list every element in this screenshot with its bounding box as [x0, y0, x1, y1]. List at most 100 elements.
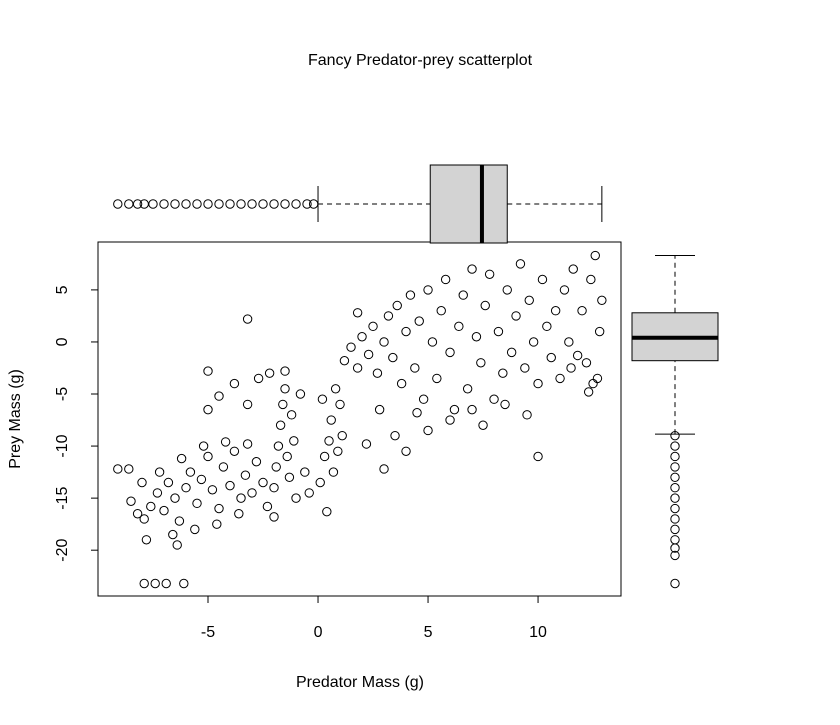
point [462, 384, 473, 394]
point [181, 483, 191, 493]
point [161, 578, 171, 589]
point [253, 373, 264, 384]
point [326, 415, 336, 425]
point [242, 314, 253, 324]
point [333, 446, 343, 456]
point [163, 477, 174, 488]
point [322, 506, 332, 517]
point [577, 306, 587, 316]
point [124, 464, 134, 474]
point [234, 509, 244, 519]
point [324, 436, 334, 446]
point [300, 467, 310, 477]
outlier [670, 483, 680, 493]
point [581, 358, 592, 368]
point [379, 464, 389, 474]
point [295, 389, 306, 399]
point [198, 441, 209, 451]
point [203, 366, 213, 376]
outlier [670, 472, 680, 483]
point [388, 352, 398, 363]
point [352, 363, 363, 373]
point [229, 378, 240, 389]
point [154, 467, 165, 477]
point [583, 387, 594, 397]
point [401, 326, 411, 337]
point [319, 451, 330, 462]
y-tick-label: 0 [54, 337, 71, 346]
outlier [670, 578, 680, 589]
point [280, 384, 290, 394]
point [597, 295, 607, 306]
point [282, 451, 292, 462]
point [401, 446, 411, 456]
outlier [181, 199, 191, 209]
point [304, 488, 314, 498]
point [192, 498, 202, 509]
point [423, 425, 433, 436]
point [436, 306, 446, 316]
point [170, 493, 180, 503]
outlier [192, 199, 202, 209]
outlier [269, 199, 279, 209]
outlier [258, 199, 268, 209]
point [528, 337, 539, 347]
outlier [670, 493, 680, 503]
point [467, 264, 477, 274]
point [176, 453, 187, 464]
point [141, 535, 152, 545]
point [564, 337, 574, 347]
outlier [670, 441, 680, 451]
point [594, 326, 605, 337]
point [330, 384, 341, 394]
point [242, 399, 253, 410]
point [383, 311, 394, 321]
x-tick-label: -5 [201, 624, 215, 641]
point [317, 394, 328, 404]
point [511, 311, 521, 321]
point [335, 399, 345, 410]
point [203, 451, 213, 462]
point [269, 483, 279, 493]
point [242, 439, 253, 449]
point [379, 337, 389, 347]
point [159, 505, 169, 516]
outlier [113, 199, 123, 209]
point [478, 420, 488, 430]
point [412, 408, 422, 418]
point [284, 472, 295, 483]
point [480, 300, 490, 311]
point [467, 404, 477, 415]
point [454, 321, 464, 332]
outlier [308, 199, 319, 209]
outlier [236, 199, 246, 209]
outlier [670, 543, 680, 553]
point [392, 300, 402, 311]
x-tick-label: 0 [314, 624, 323, 641]
point [346, 342, 356, 352]
box [429, 164, 508, 244]
outlier [670, 462, 680, 472]
x-axis-label: Predator Mass (g) [296, 674, 424, 691]
outlier [302, 199, 312, 209]
point [542, 321, 552, 332]
point [247, 488, 257, 498]
outlier [203, 199, 213, 209]
outlier [247, 199, 257, 209]
point [500, 399, 510, 410]
point [289, 436, 299, 446]
point [559, 285, 570, 295]
point [150, 578, 160, 589]
point [214, 391, 224, 401]
y-axis-label: Prey Mass (g) [7, 369, 24, 469]
point [273, 441, 284, 451]
point [423, 285, 433, 295]
point [484, 269, 495, 279]
outlier [132, 199, 143, 209]
point [269, 512, 279, 522]
outlier [225, 199, 235, 209]
point [179, 578, 189, 589]
point [440, 274, 451, 285]
point [203, 404, 213, 415]
point [291, 493, 301, 503]
